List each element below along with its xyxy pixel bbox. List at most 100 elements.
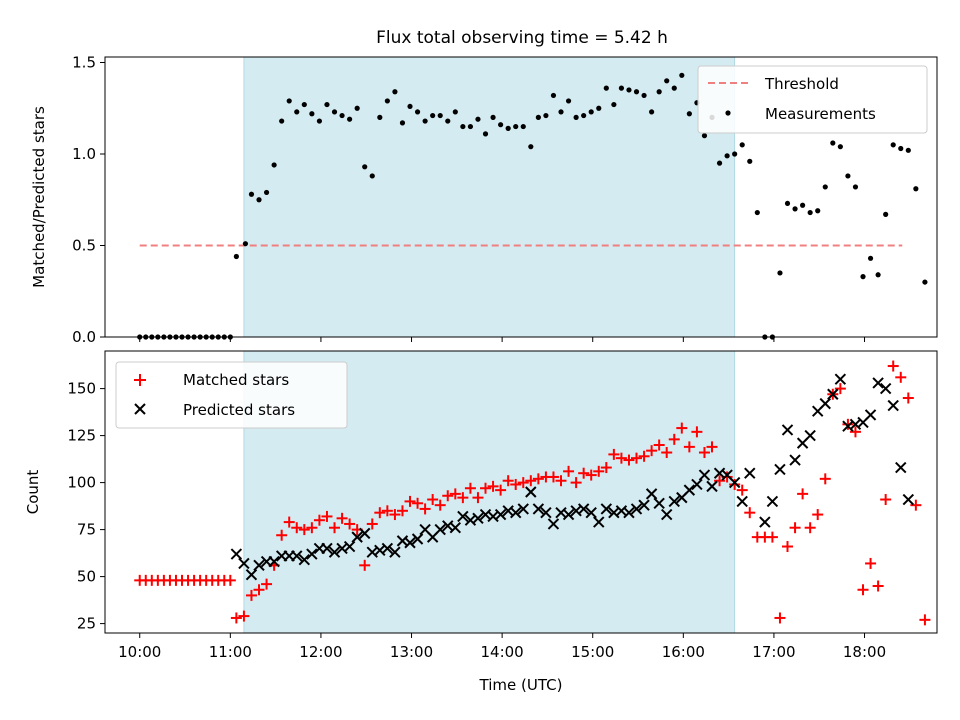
predicted-star-point (789, 454, 801, 466)
matched-star-point (819, 473, 831, 485)
matched-star-point (464, 482, 476, 494)
matched-star-point (276, 529, 288, 541)
matched-star-point (495, 484, 507, 496)
x-tick-label: 10:00 (118, 643, 161, 661)
measurement-point (392, 89, 398, 95)
measurement-point (573, 114, 579, 120)
predicted-star-point (600, 503, 613, 515)
predicted-star-point (804, 429, 816, 442)
matched-star-point (585, 469, 597, 481)
measurement-point (641, 92, 647, 99)
measurement-point (286, 98, 292, 104)
predicted-star-point (661, 508, 673, 521)
measurement-point (815, 208, 821, 214)
matched-star-point (812, 509, 824, 521)
measurement-point (822, 184, 828, 190)
matched-stars-series (134, 360, 931, 626)
matched-star-point (480, 482, 492, 494)
matched-star-point (336, 512, 348, 524)
predicted-star-point (562, 508, 575, 521)
measurement-point (565, 98, 572, 104)
measurement-point (867, 255, 874, 261)
predicted-stars-series (230, 373, 915, 581)
predicted-star-point (268, 555, 280, 568)
x-tick-label: 13:00 (390, 643, 433, 661)
matched-star-point (902, 392, 914, 404)
predicted-star-point (645, 488, 658, 500)
matched-star-point (608, 448, 620, 460)
x-tick-label: 17:00 (752, 643, 795, 661)
matched-star-point (404, 495, 416, 507)
measurement-point (271, 162, 277, 168)
measurement-point (784, 200, 791, 207)
matched-star-point (653, 439, 665, 451)
matched-star-point (313, 514, 325, 526)
measurement-point (732, 151, 738, 157)
predicted-star-point (328, 546, 341, 558)
predicted-star-point (230, 548, 243, 560)
measurement-point (807, 209, 813, 216)
measurement-point (399, 120, 406, 126)
matched-star-point (797, 488, 809, 500)
predicted-star-point (774, 463, 786, 476)
matched-star-point (668, 433, 680, 445)
measurement-point (331, 109, 338, 115)
count-panel-frame (104, 350, 938, 634)
matched-star-point (389, 509, 401, 521)
matched-star-point (245, 589, 257, 601)
predicted-star-point (827, 388, 839, 400)
measurement-point (490, 114, 496, 120)
matched-star-point (683, 441, 695, 453)
measurement-point (558, 109, 564, 115)
y-tick-label: 100 (67, 474, 96, 492)
ratio-legend-box (697, 65, 928, 134)
predicted-star-point (547, 518, 560, 530)
ratio-panel-frame (104, 56, 938, 338)
predicted-star-point (404, 537, 416, 549)
matched-star-point (502, 475, 514, 487)
measurement-point (890, 142, 896, 148)
matched-star-point (381, 505, 393, 517)
measurement-point (913, 186, 919, 192)
predicted-star-point (298, 553, 311, 566)
matched-star-point (517, 477, 529, 489)
predicted-star-point (834, 373, 847, 385)
matched-star-point (646, 445, 658, 457)
measurement-point (301, 101, 307, 108)
measurement-point (830, 140, 836, 146)
matched-star-point (676, 422, 688, 434)
matched-star-point (842, 418, 854, 430)
matched-star-point (359, 559, 371, 571)
matched-star-point (578, 467, 590, 479)
predicted-star-point (540, 506, 552, 519)
measurement-point (611, 101, 617, 108)
measurement-point (792, 206, 798, 212)
y-tick-label: 75 (77, 521, 96, 539)
matched-star-point (412, 497, 424, 509)
measurement-point (922, 279, 928, 285)
measurement-point (633, 89, 640, 95)
predicted-star-point (736, 495, 748, 508)
measurement-point (845, 173, 851, 179)
matched-star-point (434, 499, 446, 511)
matched-star-point (510, 478, 522, 490)
predicted-star-point (321, 542, 333, 555)
matched-star-point (261, 578, 273, 590)
predicted-star-point (668, 495, 680, 508)
ratio-x-ticks (139, 337, 866, 342)
measurement-point (354, 105, 360, 111)
matched-star-point (532, 473, 544, 485)
measurement-point (279, 118, 285, 124)
ratio-panel: 0.0 0.5 1.0 1.5 Matched/Predicted stars Thr… (30, 53, 938, 346)
measurement-point (724, 153, 730, 159)
chart-title: Flux total observing time = 5.42 h (376, 28, 668, 48)
matched-star-point (306, 522, 318, 534)
matched-star-point (919, 614, 931, 626)
predicted-star-point (638, 499, 650, 511)
predicted-star-point (895, 461, 907, 474)
matched-star-point (396, 505, 408, 517)
predicted-star-point (759, 516, 771, 528)
y-tick-label: 1.5 (72, 53, 96, 71)
x-tick-label: 14:00 (481, 643, 524, 661)
measurement-point (603, 85, 609, 91)
